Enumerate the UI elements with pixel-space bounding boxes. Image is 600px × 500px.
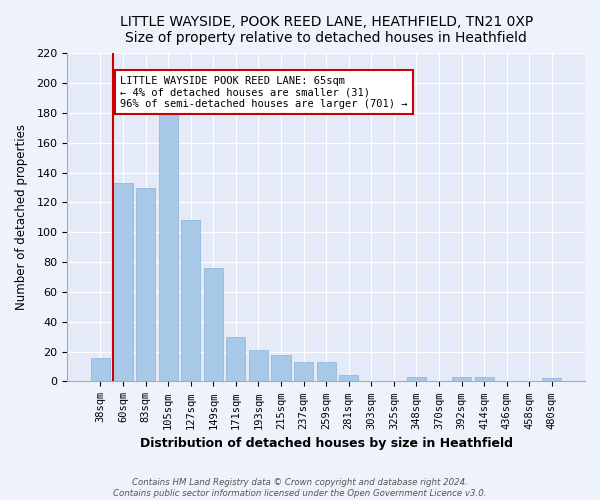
- Bar: [294, 362, 313, 382]
- Bar: [407, 377, 426, 382]
- Bar: [203, 268, 223, 382]
- Bar: [181, 220, 200, 382]
- Bar: [249, 350, 268, 382]
- Bar: [475, 377, 494, 382]
- Bar: [158, 107, 178, 382]
- Bar: [452, 377, 471, 382]
- Y-axis label: Number of detached properties: Number of detached properties: [15, 124, 28, 310]
- Text: Contains HM Land Registry data © Crown copyright and database right 2024.
Contai: Contains HM Land Registry data © Crown c…: [113, 478, 487, 498]
- Bar: [542, 378, 562, 382]
- Bar: [271, 354, 290, 382]
- Text: LITTLE WAYSIDE POOK REED LANE: 65sqm
← 4% of detached houses are smaller (31)
96: LITTLE WAYSIDE POOK REED LANE: 65sqm ← 4…: [120, 76, 408, 109]
- Title: LITTLE WAYSIDE, POOK REED LANE, HEATHFIELD, TN21 0XP
Size of property relative t: LITTLE WAYSIDE, POOK REED LANE, HEATHFIE…: [119, 15, 533, 45]
- Bar: [226, 336, 245, 382]
- Bar: [91, 358, 110, 382]
- Bar: [113, 183, 133, 382]
- Bar: [317, 362, 336, 382]
- X-axis label: Distribution of detached houses by size in Heathfield: Distribution of detached houses by size …: [140, 437, 512, 450]
- Bar: [136, 188, 155, 382]
- Bar: [339, 376, 358, 382]
